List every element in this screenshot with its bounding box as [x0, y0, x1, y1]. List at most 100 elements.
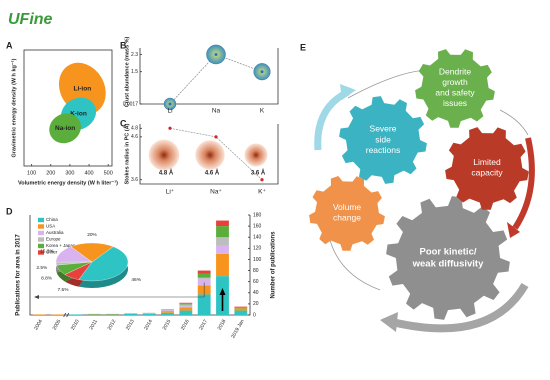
y-axis-label: Stokes radius in PC (Å)	[123, 123, 130, 184]
x-tick-label: 2019 Jan	[230, 318, 246, 339]
bar-segment	[234, 307, 248, 309]
gear-label: Limited	[473, 157, 501, 167]
panel-label: E	[300, 42, 306, 52]
axis-break	[63, 312, 70, 318]
bar-segment	[161, 310, 174, 312]
gear-label: capacity	[471, 168, 503, 178]
bar-segment	[142, 312, 156, 314]
bar-segment	[87, 313, 101, 315]
legend-swatch	[38, 237, 44, 242]
bar-segment	[216, 253, 229, 277]
bar-segment	[32, 314, 46, 315]
bar-segment	[69, 314, 83, 315]
bar-segment	[197, 278, 211, 286]
bar-segment	[179, 306, 193, 308]
x-tick-label: 2014	[143, 318, 154, 331]
x-tick-label: 200	[46, 170, 55, 176]
gear-label: Severe	[370, 124, 397, 134]
gear	[339, 96, 427, 184]
arrow-head	[219, 288, 226, 295]
bar-segment	[161, 310, 174, 311]
y-tick-label: 180	[253, 212, 262, 218]
value-label: 7.5%	[58, 287, 70, 293]
bar-segment	[179, 302, 193, 304]
pie-slice	[78, 246, 129, 282]
gear-label: Volume	[333, 202, 362, 212]
region-label: Na-ion	[55, 125, 75, 132]
legend-swatch	[38, 243, 44, 249]
axis	[139, 124, 279, 185]
legend-label: China	[46, 217, 58, 222]
y-tick-label: 1.5	[131, 69, 138, 75]
bar-segment	[106, 314, 119, 315]
bar-segment	[216, 245, 229, 254]
legend-label: Australia	[46, 230, 64, 235]
x-tick-label: 2015	[162, 318, 173, 331]
bar-segment	[161, 309, 174, 310]
value-label: 20%	[87, 232, 97, 238]
x-tick-label: 400	[84, 170, 93, 176]
gear-label: change	[333, 213, 361, 223]
arrow-head	[34, 295, 39, 299]
region	[49, 113, 81, 144]
bar-segment	[179, 303, 193, 305]
x-tick-label: 2010	[70, 318, 81, 331]
gear-label: Poor kinetic/	[419, 247, 476, 258]
x-tick-label: Na⁺	[210, 189, 222, 196]
gear	[309, 176, 385, 251]
x-tick-label: 2004	[33, 318, 44, 331]
region-label: K-ion	[70, 111, 87, 118]
gear	[445, 127, 529, 210]
y-tick-label: 100	[253, 257, 262, 263]
x-tick-label: 2013	[125, 318, 136, 331]
y-tick-label: 80	[253, 268, 259, 274]
value-label: 4.8 Å	[159, 170, 174, 177]
pointer	[38, 282, 205, 298]
panel-label: C	[120, 118, 127, 128]
gear	[386, 196, 510, 320]
legend-label: Korea + Japan + India	[46, 243, 91, 248]
y-tick-label: 0.0017	[123, 101, 139, 107]
cycle-arrow	[391, 282, 529, 333]
x-tick-label: 2011	[88, 318, 99, 331]
pie-slice	[64, 261, 93, 280]
bar-segment	[216, 220, 229, 227]
value-label: 46%	[131, 277, 141, 283]
y-tick-label: 160	[253, 223, 262, 229]
bar-segment	[216, 237, 229, 246]
legend-label: Other	[46, 250, 58, 255]
bar-segment	[234, 310, 248, 315]
bar-segment	[142, 313, 156, 314]
y-axis-label: Gravimetric energy density (W h kg⁻¹)	[10, 58, 17, 157]
bar-segment	[124, 313, 138, 314]
x-tick-label: 300	[65, 170, 74, 176]
x-tick-label: 2017	[198, 318, 209, 331]
bar-segment	[197, 273, 211, 278]
bar-segment	[87, 314, 101, 315]
value-label: 2.5%	[36, 265, 48, 271]
y-tick-label: 140	[253, 235, 262, 241]
y-tick-label: 0	[253, 312, 256, 318]
value-label: 3.6 Å	[251, 170, 266, 177]
x-tick-label: Li⁺	[166, 189, 175, 196]
value-label: 4.6 Å	[205, 170, 220, 177]
gear	[415, 49, 495, 128]
panel-label: B	[120, 40, 127, 50]
bar-segment	[106, 313, 119, 315]
bar-segment	[124, 313, 138, 315]
y-axis-label: Crust abundance (mass %)	[124, 37, 130, 108]
y2-axis-label: Number of publications	[271, 231, 277, 299]
point	[260, 70, 264, 74]
x-tick-label: 100	[27, 170, 36, 176]
legend-swatch	[38, 217, 44, 223]
bar-segment	[179, 310, 193, 315]
y-tick-label: 4.6	[131, 134, 138, 140]
point	[214, 52, 218, 56]
y-tick-label: 4.8	[131, 126, 138, 132]
point	[214, 135, 218, 139]
axis	[29, 215, 251, 316]
gear-label: and safety	[435, 88, 475, 98]
panel-label: A	[6, 40, 13, 50]
x-tick-label: 2016	[180, 318, 191, 331]
point	[168, 126, 172, 130]
